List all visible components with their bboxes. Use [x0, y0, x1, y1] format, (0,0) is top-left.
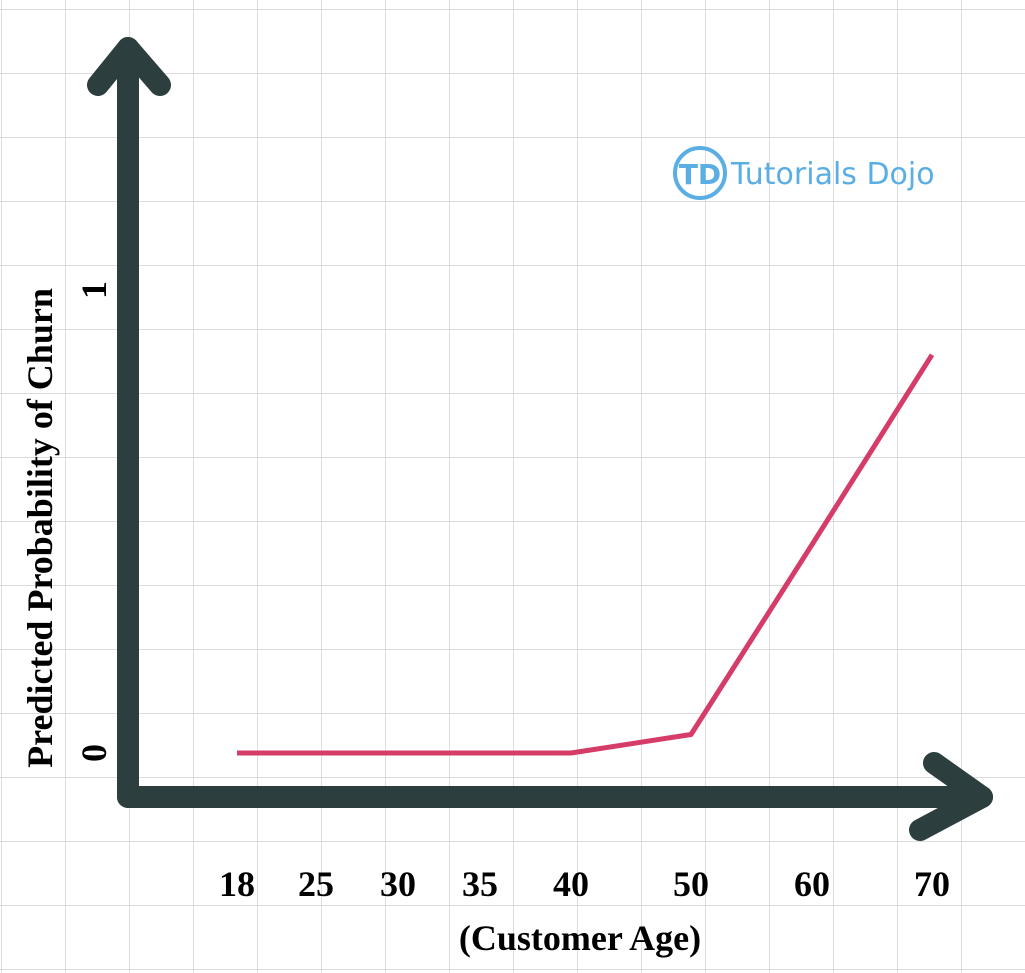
x-tick-label: 50 [673, 864, 709, 904]
x-axis-label: (Customer Age) [459, 918, 701, 958]
watermark: Tutorials Dojo [730, 157, 935, 192]
logo-ring [673, 146, 727, 200]
x-tick-label: 70 [914, 864, 950, 904]
x-axis-arrow [909, 752, 993, 841]
axes [87, 37, 993, 841]
logo: TD Tutorials Dojo [673, 146, 935, 200]
y-tick-label: 1 [74, 281, 114, 299]
x-tick-label: 18 [219, 864, 255, 904]
x-tick-label: 60 [794, 864, 830, 904]
y-axis-label: Predicted Probability of Churn [20, 288, 60, 768]
y-tick-label: 0 [74, 744, 114, 762]
x-tick-label: 30 [380, 864, 416, 904]
line-series [237, 353, 935, 756]
y-axis-arrow [87, 37, 171, 96]
x-tick-label: 35 [462, 864, 498, 904]
x-tick-label: 40 [553, 864, 589, 904]
logo-text: TD [679, 158, 721, 191]
x-tick-label: 25 [298, 864, 334, 904]
